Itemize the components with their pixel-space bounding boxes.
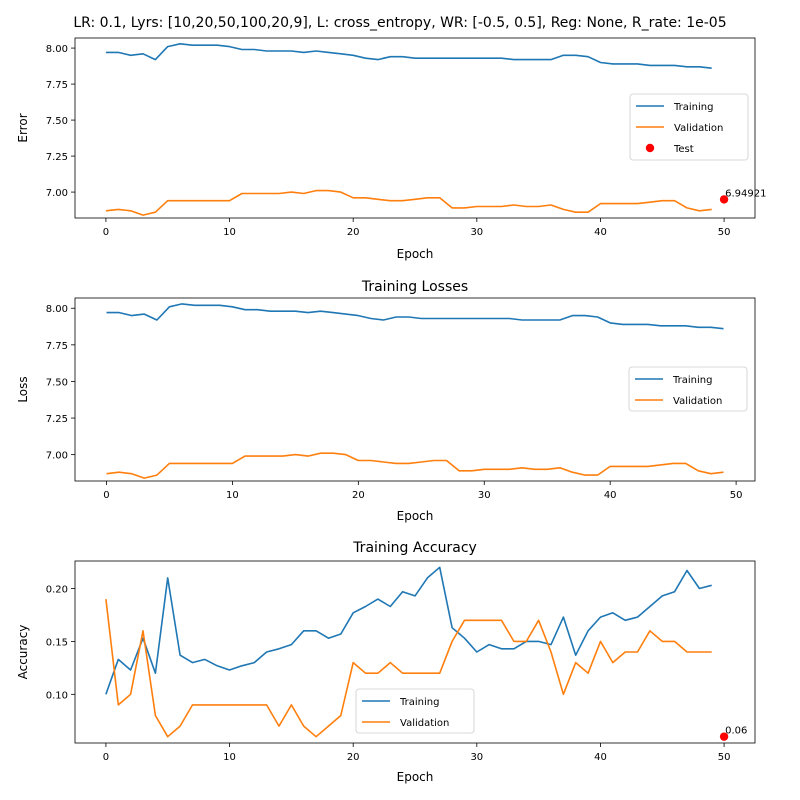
chart1-x-tick-label: 40 <box>604 490 617 501</box>
chart2-series-validation-line <box>105 599 712 738</box>
chart0-legend-entry: Training <box>673 102 713 113</box>
chart2-y-axis-label: Accuracy <box>16 625 30 680</box>
chart1-y-tick-label: 7.00 <box>46 451 68 462</box>
chart0-legend-entry: Test <box>673 144 694 155</box>
training-accuracy-chart: Training Accuracy 0 10 20 30 40 50 0.10 0.15 0.20… <box>16 540 756 784</box>
chart1-title: Training Losses <box>361 279 468 295</box>
chart1-x-tick-label: 50 <box>730 490 743 501</box>
chart0-test-point-label: 6.94921 <box>725 188 766 199</box>
chart2-x-tick-label: 20 <box>347 752 360 763</box>
chart0-x-tick-label: 20 <box>347 227 360 238</box>
chart2-legend: Training Validation <box>355 688 475 734</box>
chart0-legend-entry: Validation <box>674 123 723 134</box>
chart0-series-validation-line <box>105 189 712 216</box>
chart1-y-tick-label: 7.50 <box>46 377 68 388</box>
chart1-x-tick-label: 0 <box>103 490 109 501</box>
chart0-y-tick-label: 7.50 <box>46 116 68 127</box>
chart1-legend-entry: Training <box>672 375 712 386</box>
error-chart: LR: 0.1, Lyrs: [10,20,50,100,20,9], L: c… <box>16 15 766 261</box>
chart2-title: Training Accuracy <box>352 540 477 556</box>
chart1-legend: Training Validation <box>628 366 748 412</box>
chart1-series-training-line <box>106 303 724 330</box>
chart1-legend-entry: Validation <box>673 396 722 407</box>
chart0-x-tick-label: 10 <box>223 227 236 238</box>
chart0-y-axis-label: Error <box>16 113 30 142</box>
chart2-y-tick-label: 0.10 <box>46 690 68 701</box>
chart2-series-training-line <box>105 566 712 695</box>
chart0-legend: Training Validation Test <box>629 93 749 161</box>
chart0-title: LR: 0.1, Lyrs: [10,20,50,100,20,9], L: c… <box>73 15 726 31</box>
chart2-axes-frame <box>74 560 756 744</box>
chart0-x-tick-label: 50 <box>718 227 731 238</box>
chart0-x-tick-label: 40 <box>594 227 607 238</box>
chart0-x-axis-label: Epoch <box>397 247 434 261</box>
chart1-axes-frame <box>74 297 756 482</box>
chart1-x-tick-label: 10 <box>226 490 239 501</box>
chart2-legend-entry: Training <box>399 697 439 708</box>
chart2-x-axis-label: Epoch <box>397 770 434 784</box>
chart0-y-tick-label: 8.00 <box>46 44 68 55</box>
chart0-test-point <box>719 195 729 204</box>
chart0-y-tick-label: 7.00 <box>46 188 68 199</box>
chart2-x-tick-label: 10 <box>223 752 236 763</box>
chart0-y-tick-label: 7.25 <box>46 152 68 163</box>
chart1-y-axis-label: Loss <box>16 376 30 402</box>
chart2-x-tick-label: 40 <box>594 752 607 763</box>
chart2-x-tick-label: 50 <box>718 752 731 763</box>
chart0-legend-swatch <box>645 143 655 153</box>
chart2-test-point <box>719 732 729 741</box>
chart2-x-tick-label: 30 <box>470 752 483 763</box>
chart1-series-validation-line <box>106 452 724 479</box>
chart1-y-tick-label: 8.00 <box>46 304 68 315</box>
chart1-x-tick-label: 20 <box>352 490 365 501</box>
chart1-y-tick-label: 7.75 <box>46 341 68 352</box>
chart0-axes-frame <box>74 37 756 219</box>
chart2-y-tick-label: 0.20 <box>46 585 68 596</box>
chart1-x-tick-label: 30 <box>478 490 491 501</box>
chart1-y-tick-label: 7.25 <box>46 414 68 425</box>
chart2-y-tick-label: 0.15 <box>46 637 68 648</box>
chart0-y-tick-label: 7.75 <box>46 80 68 91</box>
chart0-series-training-line <box>105 42 712 69</box>
chart1-x-axis-label: Epoch <box>397 509 434 523</box>
chart0-x-tick-label: 30 <box>470 227 483 238</box>
training-losses-chart: Training Losses 0 10 20 30 40 50 7.00 7.25 7.50 7.… <box>16 279 756 523</box>
chart2-x-tick-label: 0 <box>103 752 109 763</box>
chart0-legend-box <box>629 93 749 161</box>
chart2-legend-entry: Validation <box>400 718 449 729</box>
chart0-x-tick-label: 0 <box>103 227 109 238</box>
chart2-test-point-label: 0.06 <box>725 726 747 737</box>
